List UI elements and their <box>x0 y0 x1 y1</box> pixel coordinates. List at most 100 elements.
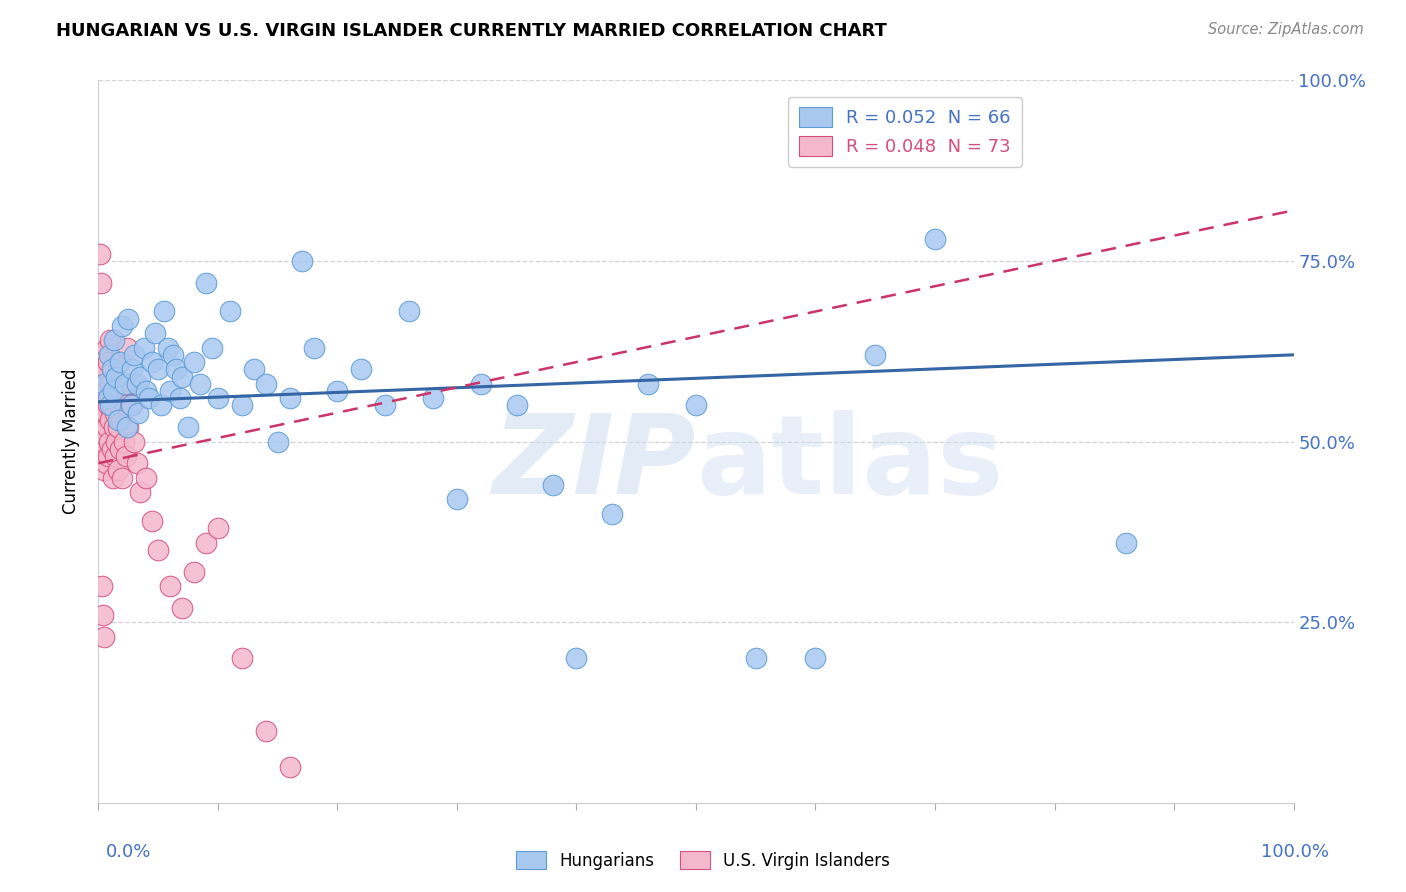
Point <box>169 391 191 405</box>
Point <box>89 406 111 420</box>
Point <box>96 384 118 398</box>
Point <box>108 442 131 456</box>
Point <box>117 420 139 434</box>
Point <box>149 398 172 412</box>
Point <box>135 470 157 484</box>
Point <box>107 420 129 434</box>
Point <box>153 304 176 318</box>
Point <box>103 384 125 398</box>
Point <box>107 355 129 369</box>
Point <box>350 362 373 376</box>
Point <box>148 362 170 376</box>
Point <box>219 304 242 318</box>
Point <box>124 348 146 362</box>
Point <box>111 376 134 391</box>
Point <box>117 311 139 326</box>
Point <box>267 434 290 449</box>
Point <box>201 341 224 355</box>
Point <box>94 406 117 420</box>
Point <box>125 376 148 391</box>
Point <box>121 398 143 412</box>
Point <box>278 760 301 774</box>
Point <box>103 334 125 348</box>
Point <box>138 391 160 405</box>
Point <box>243 362 266 376</box>
Point <box>101 384 124 398</box>
Point <box>231 651 253 665</box>
Y-axis label: Currently Married: Currently Married <box>62 368 80 515</box>
Point <box>98 391 121 405</box>
Point <box>90 276 112 290</box>
Point <box>132 341 155 355</box>
Point <box>105 434 128 449</box>
Point <box>110 413 132 427</box>
Point <box>1115 535 1137 549</box>
Point <box>93 427 115 442</box>
Point <box>112 434 135 449</box>
Point <box>90 391 112 405</box>
Point <box>93 376 115 391</box>
Point <box>105 369 128 384</box>
Point <box>195 276 218 290</box>
Point <box>91 607 114 622</box>
Point <box>118 376 141 391</box>
Point <box>94 456 117 470</box>
Point <box>124 434 146 449</box>
Point <box>89 246 111 260</box>
Point <box>125 456 148 470</box>
Point <box>105 369 128 384</box>
Point <box>98 413 122 427</box>
Point <box>90 362 112 376</box>
Text: HUNGARIAN VS U.S. VIRGIN ISLANDER CURRENTLY MARRIED CORRELATION CHART: HUNGARIAN VS U.S. VIRGIN ISLANDER CURREN… <box>56 22 887 40</box>
Point <box>278 391 301 405</box>
Point <box>111 318 134 333</box>
Point <box>506 398 529 412</box>
Point <box>685 398 707 412</box>
Point <box>446 492 468 507</box>
Point <box>120 398 142 412</box>
Point <box>207 391 229 405</box>
Point <box>91 384 114 398</box>
Point <box>97 391 120 405</box>
Point <box>159 579 181 593</box>
Point <box>98 348 121 362</box>
Point <box>98 376 122 391</box>
Point <box>93 630 115 644</box>
Point <box>115 420 138 434</box>
Point <box>107 398 129 412</box>
Point <box>398 304 420 318</box>
Point <box>97 355 120 369</box>
Point <box>100 362 122 376</box>
Point <box>127 406 149 420</box>
Point <box>97 398 120 412</box>
Point <box>96 420 118 434</box>
Point <box>177 420 200 434</box>
Point <box>188 376 211 391</box>
Point <box>602 507 624 521</box>
Point <box>231 398 253 412</box>
Point <box>107 463 129 477</box>
Point <box>865 348 887 362</box>
Point <box>91 348 114 362</box>
Point <box>100 442 122 456</box>
Point <box>108 355 131 369</box>
Text: Source: ZipAtlas.com: Source: ZipAtlas.com <box>1208 22 1364 37</box>
Point <box>97 449 120 463</box>
Point <box>104 449 127 463</box>
Point <box>93 463 115 477</box>
Point <box>90 420 112 434</box>
Point <box>207 521 229 535</box>
Point <box>565 651 588 665</box>
Point <box>254 376 277 391</box>
Point <box>114 398 136 412</box>
Point <box>115 341 138 355</box>
Point <box>91 413 114 427</box>
Point <box>135 384 157 398</box>
Legend: R = 0.052  N = 66, R = 0.048  N = 73: R = 0.052 N = 66, R = 0.048 N = 73 <box>789 96 1022 167</box>
Point <box>291 253 314 268</box>
Point <box>637 376 659 391</box>
Point <box>254 723 277 738</box>
Point <box>91 398 114 412</box>
Point <box>183 565 205 579</box>
Text: ZIP: ZIP <box>492 409 696 516</box>
